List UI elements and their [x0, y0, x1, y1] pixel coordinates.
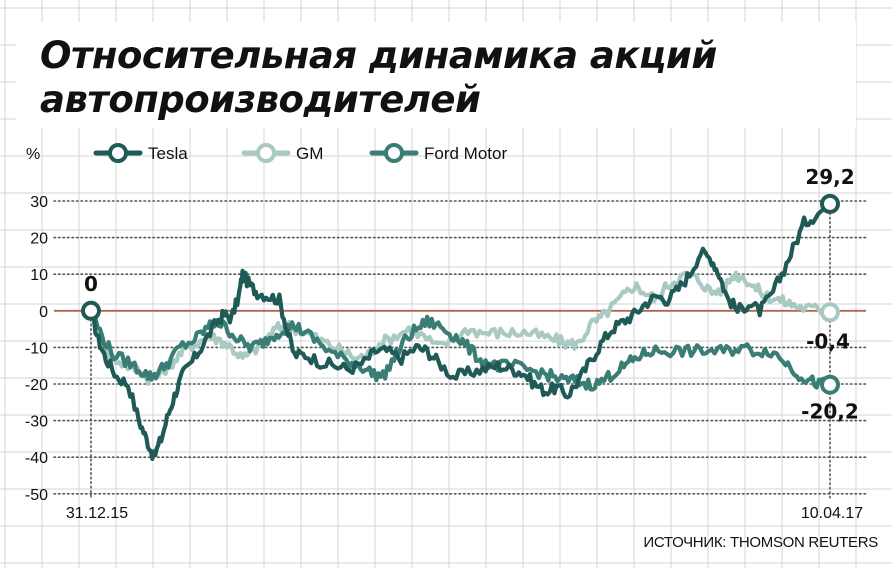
title-band	[16, 22, 856, 128]
end-value-label: -0,4	[806, 329, 850, 353]
legend: Tesla GM Ford Motor	[93, 143, 507, 163]
series-line-ford-motor	[88, 308, 833, 392]
legend-swatch-marker	[108, 143, 128, 163]
start-point-marker	[81, 300, 101, 321]
y-axis-unit: %	[26, 146, 40, 163]
y-tick-label: 0	[39, 304, 48, 321]
end-point-marker	[820, 374, 840, 395]
x-end-label: 10.04.17	[801, 505, 863, 522]
legend-swatch-marker	[384, 143, 404, 163]
series-line-tesla	[88, 199, 833, 461]
legend-entry-label: GM	[296, 144, 323, 163]
chart-title: Относительная динамика акций автопроизво…	[40, 34, 717, 122]
source-label: ИСТОЧНИК: THOMSON REUTERS	[643, 534, 878, 551]
y-tick-label: -10	[25, 340, 48, 357]
start-value-label: 0	[84, 272, 98, 296]
end-value-label: -20,2	[801, 400, 859, 424]
title-line-1: Относительная динамика акций	[40, 34, 717, 77]
x-start-label: 31.12.15	[66, 505, 128, 522]
legend-entry-label: Tesla	[148, 144, 188, 163]
series-layer	[88, 199, 833, 461]
y-tick-label: -30	[25, 414, 48, 431]
legend-entry-label: Ford Motor	[424, 144, 507, 163]
end-point-marker	[820, 193, 840, 214]
y-tick-label: -40	[25, 450, 48, 467]
end-point-marker	[820, 302, 840, 323]
series-line-gm	[88, 270, 833, 386]
legend-swatch-marker	[256, 143, 276, 163]
end-value-label: 29,2	[805, 165, 854, 189]
y-tick-label: 20	[30, 231, 48, 248]
y-tick-label: -20	[25, 377, 48, 394]
annotations: 0 29,2 -0,4 -20,2	[81, 165, 859, 424]
y-tick-label: 30	[30, 194, 48, 211]
y-axis: % 30 20 10 0 -10 -20 -30 -40 -50 31.12.15 10.04.17	[25, 146, 863, 522]
y-tick-label: -50	[25, 487, 48, 504]
y-tick-label: 10	[30, 267, 48, 284]
title-line-2: автопроизводителей	[40, 78, 481, 121]
